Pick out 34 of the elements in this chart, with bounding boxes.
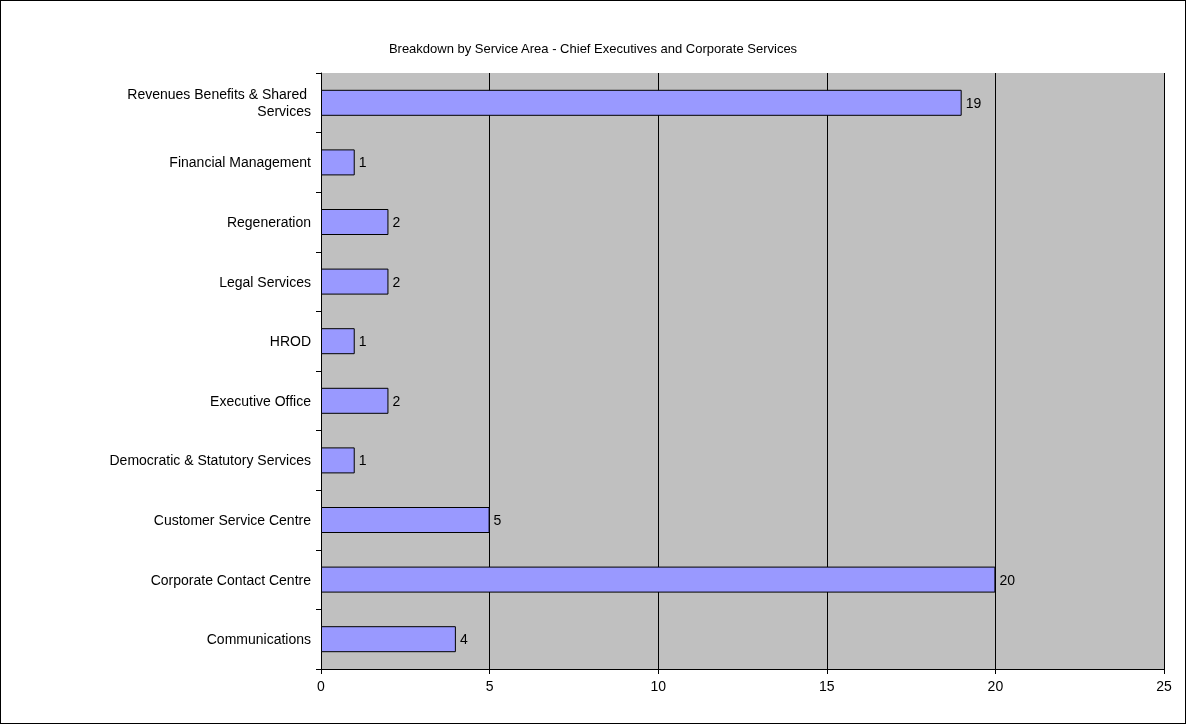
data-label: 20: [999, 571, 1016, 588]
data-label: 5: [493, 512, 502, 528]
bar: [321, 268, 389, 295]
data-label: 1: [358, 452, 367, 469]
data-label: 4: [459, 631, 468, 648]
bar: [321, 328, 355, 355]
bar: [321, 447, 355, 474]
x-tick-label: 5: [485, 678, 494, 694]
y-tick-label: Corporate Contact Centre: [150, 571, 312, 588]
data-label: 2: [392, 392, 401, 409]
y-tick-label: HROD: [269, 333, 311, 350]
x-tick-label: 25: [1156, 678, 1172, 694]
x-tick-label: 10: [650, 678, 667, 694]
data-label: 2: [392, 214, 401, 230]
bar: [321, 209, 389, 235]
x-tick-label: 15: [819, 678, 835, 694]
chart-title: Breakdown by Service Area - Chief Executives and Corporate Services: [388, 41, 798, 56]
data-label: 2: [392, 273, 401, 290]
y-tick-label: Executive Office: [210, 392, 312, 409]
bar: [321, 149, 355, 176]
x-tick-label: 20: [987, 678, 1004, 694]
data-label: 1: [358, 154, 367, 171]
y-tick-label: Legal Services: [219, 273, 311, 290]
bar: [321, 387, 389, 414]
y-tick-label: Customer Service Centre: [153, 512, 312, 528]
y-tick-label: Communications: [206, 631, 311, 648]
data-label: 1: [358, 333, 367, 350]
bar: [321, 626, 456, 653]
x-tick-label: 0: [317, 678, 326, 694]
y-tick-label: Regeneration: [226, 214, 311, 230]
data-label: 19: [965, 94, 982, 111]
y-tick-label: Revenues Benefits & Shared Services: [127, 86, 311, 120]
y-tick-label: Financial Management: [169, 154, 312, 171]
y-tick-label: Democratic & Statutory Services: [109, 452, 311, 469]
